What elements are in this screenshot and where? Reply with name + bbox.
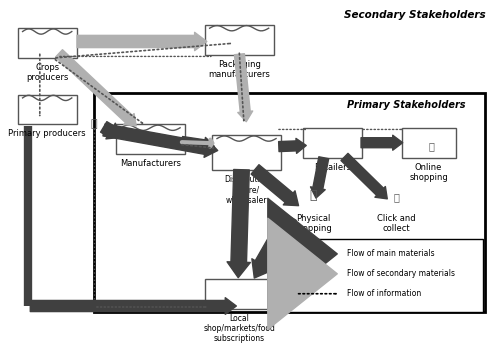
Text: Physical
shopping: Physical shopping bbox=[294, 214, 333, 234]
FancyBboxPatch shape bbox=[204, 25, 274, 55]
Text: Manufacturers: Manufacturers bbox=[120, 159, 181, 168]
Text: Primary Stakeholders: Primary Stakeholders bbox=[347, 100, 466, 110]
FancyBboxPatch shape bbox=[303, 128, 362, 158]
FancyBboxPatch shape bbox=[18, 95, 76, 125]
Text: Crops
producers: Crops producers bbox=[26, 63, 68, 83]
Text: 👥: 👥 bbox=[309, 189, 316, 202]
Text: Local
shop/markets/food
subscriptions: Local shop/markets/food subscriptions bbox=[203, 314, 275, 344]
Text: Flow of secondary materials: Flow of secondary materials bbox=[348, 269, 456, 278]
FancyBboxPatch shape bbox=[204, 279, 274, 309]
Text: Click and
collect: Click and collect bbox=[378, 214, 416, 234]
FancyBboxPatch shape bbox=[402, 128, 456, 158]
FancyBboxPatch shape bbox=[212, 135, 281, 170]
Text: Distribution
centre/
wholesaler: Distribution centre/ wholesaler bbox=[224, 175, 269, 205]
Text: Retailers: Retailers bbox=[314, 163, 351, 172]
Text: Secondary Stakeholders: Secondary Stakeholders bbox=[344, 10, 485, 20]
FancyBboxPatch shape bbox=[94, 93, 485, 312]
Text: Primary producers: Primary producers bbox=[8, 129, 86, 138]
Text: Flow of main materials: Flow of main materials bbox=[348, 249, 435, 259]
FancyBboxPatch shape bbox=[18, 28, 76, 58]
Text: Packaging
manufacturers: Packaging manufacturers bbox=[208, 60, 270, 79]
Text: Online
shopping: Online shopping bbox=[410, 163, 448, 182]
Text: 💻: 💻 bbox=[428, 141, 434, 151]
Text: 📱: 📱 bbox=[394, 193, 400, 202]
Text: 🚛: 🚛 bbox=[90, 119, 98, 129]
FancyBboxPatch shape bbox=[276, 239, 483, 312]
FancyBboxPatch shape bbox=[116, 125, 185, 154]
Text: Flow of information: Flow of information bbox=[348, 289, 422, 298]
